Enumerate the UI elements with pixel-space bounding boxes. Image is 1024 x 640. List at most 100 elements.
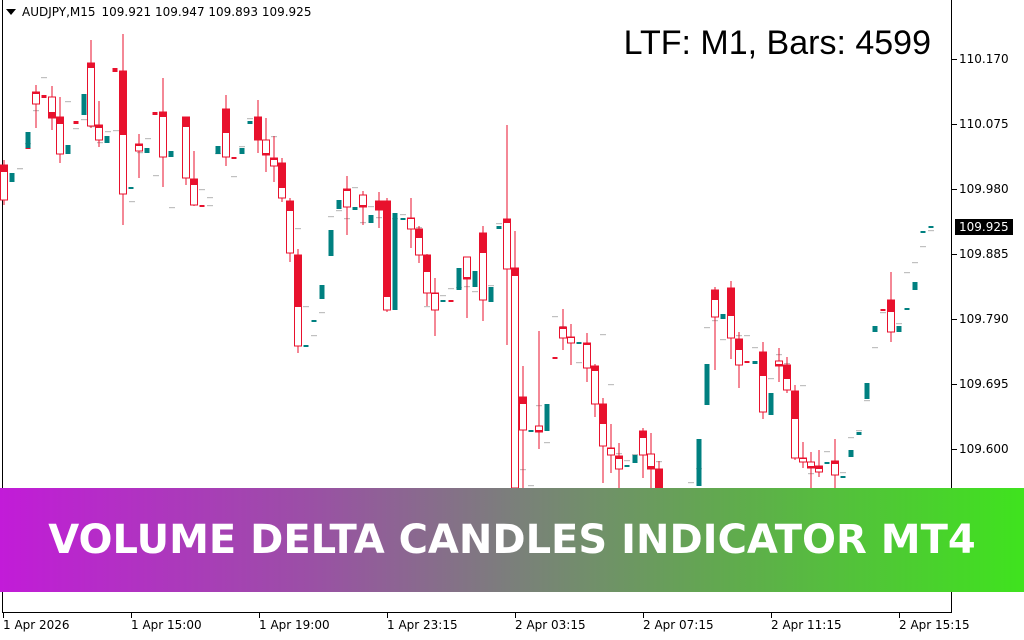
price-tick <box>952 384 957 385</box>
chart-header: AUDJPY,M15 109.921 109.947 109.893 109.9… <box>6 5 311 19</box>
delta-marker <box>41 77 47 79</box>
bull-delta-bar <box>440 300 446 302</box>
price-label: 110.170 <box>959 52 1009 66</box>
bull-delta-bar <box>9 173 15 182</box>
bull-delta-bar <box>336 200 342 209</box>
price-label: 109.790 <box>959 312 1009 326</box>
bull-delta-bar <box>864 383 870 399</box>
delta-marker <box>528 485 534 487</box>
candle-delta-fill <box>415 229 423 238</box>
candle-delta-fill <box>535 430 543 432</box>
delta-marker <box>576 362 582 364</box>
time-tick <box>771 613 772 618</box>
bull-delta-bar <box>704 364 710 405</box>
candle-delta-fill <box>278 163 286 188</box>
delta-marker <box>319 312 325 314</box>
delta-marker <box>17 168 23 170</box>
bear-delta-bar <box>112 68 118 72</box>
delta-marker <box>704 327 710 329</box>
delta-marker <box>864 400 870 402</box>
delta-marker <box>904 272 910 274</box>
price-tick <box>952 59 957 60</box>
delta-marker <box>848 437 854 439</box>
bull-delta-bar <box>544 404 550 431</box>
candle-delta-fill <box>119 71 127 135</box>
delta-marker <box>129 201 135 203</box>
bull-delta-bar <box>303 345 309 347</box>
candle-delta-fill <box>831 461 839 464</box>
delta-marker <box>632 454 638 456</box>
price-label: 110.075 <box>959 117 1009 131</box>
bear-delta-bar <box>744 361 750 363</box>
candle-body <box>431 292 439 311</box>
time-label: 2 Apr 15:15 <box>899 618 970 632</box>
candle-delta-fill <box>182 117 190 127</box>
price-tick <box>952 124 957 125</box>
bull-delta-bar <box>528 430 534 432</box>
dropdown-triangle-icon[interactable] <box>6 9 16 15</box>
delta-marker <box>105 131 111 133</box>
delta-marker <box>552 316 558 318</box>
candle-delta-fill <box>343 189 351 191</box>
candle-delta-fill <box>359 205 367 207</box>
delta-marker <box>247 118 253 120</box>
delta-marker <box>336 210 342 212</box>
bull-delta-bar <box>872 326 878 332</box>
candle-delta-fill <box>583 343 591 345</box>
delta-marker <box>97 142 103 144</box>
chart-frame[interactable] <box>2 0 952 613</box>
delta-marker <box>896 323 902 325</box>
price-label: 109.885 <box>959 247 1009 261</box>
delta-marker <box>488 285 494 287</box>
delta-marker <box>368 206 374 208</box>
bull-delta-bar <box>144 148 150 153</box>
candle-delta-fill <box>463 277 471 279</box>
candle-delta-fill <box>519 397 527 404</box>
time-label: 1 Apr 2026 <box>3 618 70 632</box>
bull-delta-bar <box>368 215 374 223</box>
candle-delta-fill <box>32 92 40 94</box>
delta-marker <box>239 146 245 148</box>
candle-delta-fill <box>735 339 743 350</box>
delta-marker <box>231 176 237 178</box>
candle-delta-fill <box>711 290 719 300</box>
delta-marker <box>73 128 79 130</box>
candle-delta-fill <box>190 179 198 185</box>
delta-marker <box>856 430 862 432</box>
time-label: 1 Apr 23:15 <box>387 618 458 632</box>
delta-marker <box>544 442 550 444</box>
bear-delta-bar <box>73 121 79 124</box>
delta-marker <box>352 187 358 189</box>
bear-delta-bar <box>552 357 558 359</box>
candle-delta-fill <box>270 158 278 160</box>
bull-delta-bar <box>576 342 582 344</box>
candle-delta-fill <box>407 218 415 219</box>
delta-marker <box>137 152 143 154</box>
bull-delta-bar <box>81 94 87 115</box>
delta-marker <box>840 472 846 474</box>
candle-delta-fill <box>48 112 56 118</box>
price-tick <box>952 319 957 320</box>
candle-body <box>503 218 511 270</box>
bull-delta-bar <box>912 282 918 290</box>
time-tick <box>899 613 900 618</box>
candle-delta-fill <box>615 456 623 459</box>
candle-delta-fill <box>655 469 663 488</box>
time-tick <box>131 613 132 618</box>
bull-delta-bar <box>928 226 934 228</box>
candle-delta-fill <box>262 153 270 155</box>
bull-delta-bar <box>311 320 317 322</box>
candle-body <box>87 62 95 127</box>
time-tick <box>259 613 260 618</box>
delta-marker <box>169 207 175 209</box>
price-label: 109.980 <box>959 182 1009 196</box>
time-tick <box>515 613 516 618</box>
time-tick <box>643 613 644 618</box>
candle-delta-fill <box>759 352 767 376</box>
delta-marker <box>207 205 213 207</box>
candle-delta-fill <box>0 165 8 172</box>
candle-body <box>607 447 615 456</box>
delta-marker <box>872 347 878 349</box>
candle-delta-fill <box>254 117 262 140</box>
title-banner: VOLUME DELTA CANDLES INDICATOR MT4 <box>0 488 1024 592</box>
